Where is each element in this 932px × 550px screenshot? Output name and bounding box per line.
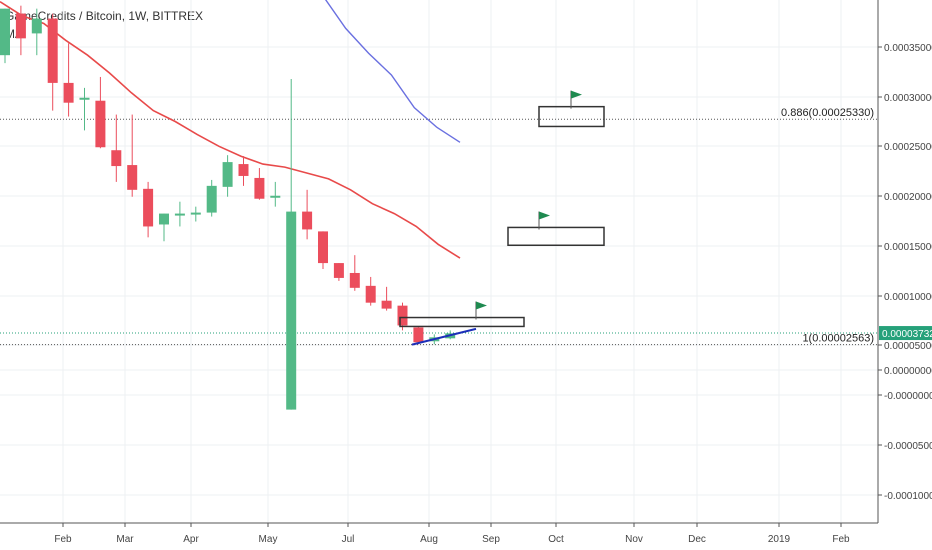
candle [31,8,42,56]
candle [413,326,424,345]
x-tick-label: May [259,534,278,545]
candle-body [222,162,233,187]
candle-body [190,212,201,215]
target-box [538,105,605,128]
candle-body [333,263,344,278]
y-tick-label: 0.00005000 [884,341,932,352]
candle-body [127,165,138,190]
target-box [399,316,525,328]
y-tick-label: 0.00020000 [884,192,932,203]
candle-body [0,8,10,56]
candle-body [349,272,360,288]
candle-body [413,327,424,343]
y-tick-label: 0.00010000 [884,292,932,303]
candle-body [79,97,90,100]
candle [63,43,74,117]
target-box [507,226,605,247]
x-tick-label: Mar [116,534,134,545]
y-tick-label: 0.00030000 [884,93,932,104]
candle-body [206,185,217,213]
flag-icon [476,301,487,310]
last-price-label: 0.00003732 [882,329,932,340]
candle [286,78,297,410]
x-tick-label: Aug [420,534,438,545]
flag-icon [539,211,550,220]
x-tick-label: Dec [688,534,706,545]
ma-red-line [0,1,461,259]
y-tick-label: -0.00010000 [884,491,932,502]
x-tick-label: 2019 [768,534,791,545]
candle-body [286,211,297,410]
candle-body [397,305,408,326]
candle-body [318,231,328,264]
candle-body [63,82,74,103]
candle-body [270,195,281,198]
x-tick-label: Oct [548,534,564,545]
candle [222,155,233,197]
candle [111,114,122,182]
candle-body [238,164,249,176]
candle [206,179,217,217]
candle [15,5,26,56]
candle [318,231,328,270]
x-tick-label: Apr [183,534,199,545]
candle-body [302,211,313,230]
y-tick-label: 0.00025000 [884,142,932,153]
candle [95,76,106,149]
candle [159,213,169,242]
candle [79,87,90,131]
support-trendline [411,327,477,346]
candle [190,206,201,222]
y-tick-label: 0.00000000 [884,366,932,377]
candle-body [174,213,185,216]
candle [270,181,281,207]
y-tick-label: -0.00000000 [884,391,932,402]
x-tick-label: Sep [482,534,500,545]
candle [365,276,376,306]
candle [0,8,10,64]
fib-level-label: 1(0.00002563) [802,333,874,345]
candle [333,263,344,281]
last-price-badge [879,326,932,341]
candle [174,201,185,227]
fib-level-label: 0.886(0.00025330) [781,107,874,119]
x-tick-label: Feb [832,534,850,545]
candle [302,189,313,240]
candle-body [143,188,154,227]
candle [238,156,249,186]
candle [254,168,265,200]
candle [127,114,138,197]
x-tick-label: Nov [625,534,643,545]
candle-body [31,18,42,34]
ma-blue-line [324,0,461,143]
candle-body [254,177,265,199]
flag-icon [571,90,582,99]
candle-body [15,13,26,39]
candle [349,255,360,291]
candle-body [159,213,169,225]
candle-body [111,150,122,167]
candle [143,181,154,238]
candle [381,286,392,311]
candle-body [381,300,392,309]
x-tick-label: Jul [342,534,355,545]
y-tick-label: 0.00015000 [884,242,932,253]
x-tick-label: Feb [54,534,72,545]
candle-body [365,285,376,303]
y-tick-label: -0.00005000 [884,441,932,452]
candle-body [95,100,106,148]
candle-body [47,18,58,83]
y-tick-label: 0.00035000 [884,43,932,54]
candle [47,13,58,111]
